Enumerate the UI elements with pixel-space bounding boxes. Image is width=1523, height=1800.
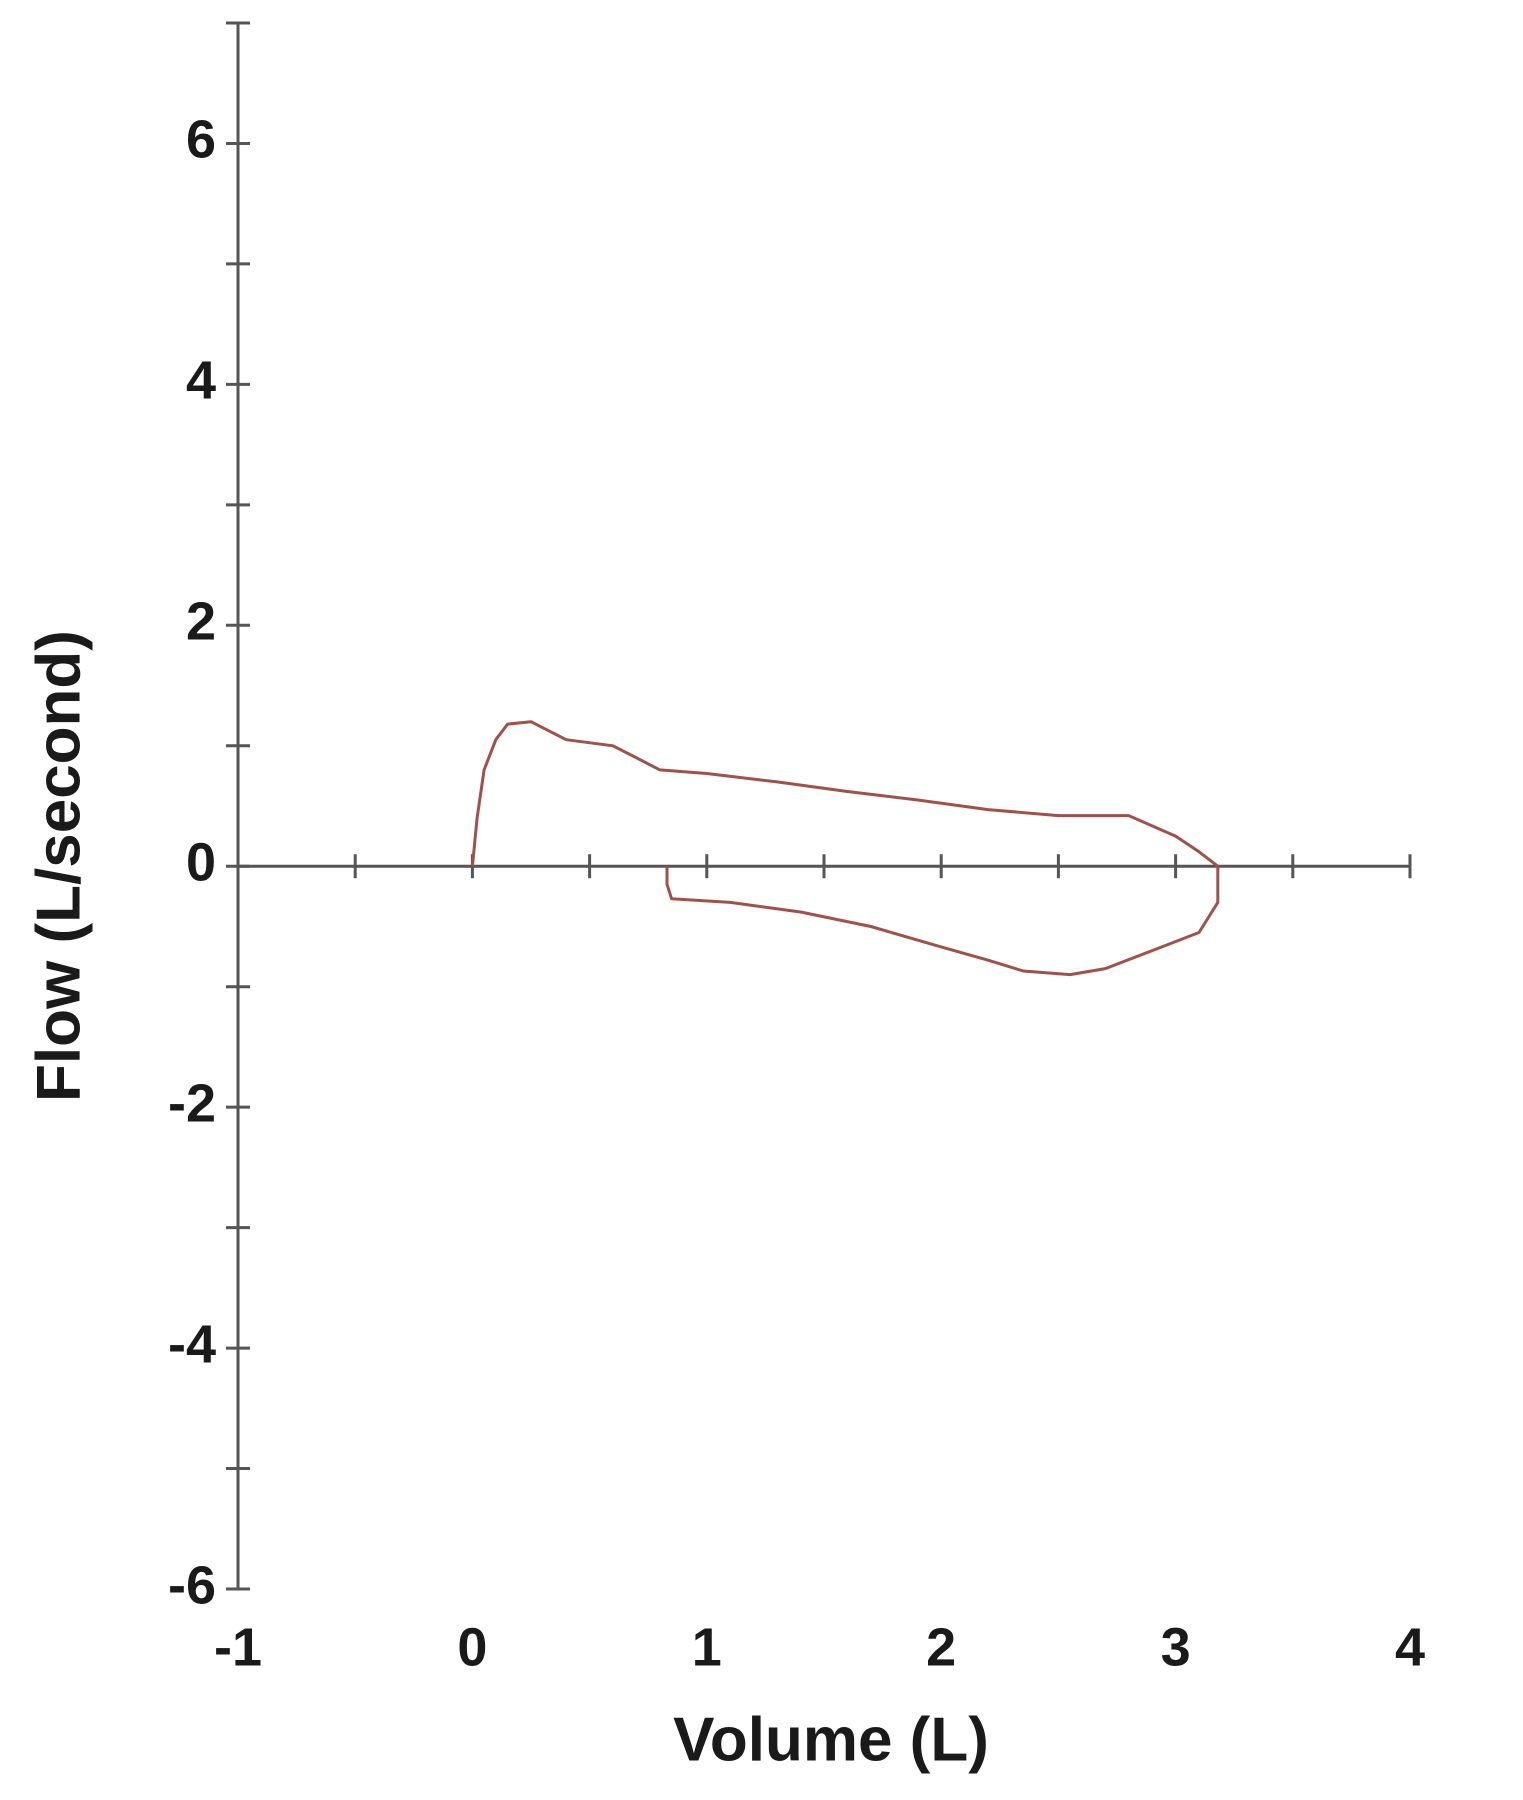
x-tick-label: 1 — [692, 1617, 722, 1677]
x-tick-label: -1 — [214, 1617, 262, 1677]
x-tick-label: 4 — [1395, 1617, 1425, 1677]
y-tick-label: 6 — [186, 110, 216, 170]
x-tick-label: 0 — [457, 1617, 487, 1677]
y-axis-title: Flow (L/second) — [24, 630, 93, 1102]
y-tick-label: -6 — [168, 1555, 216, 1615]
y-tick-label: -2 — [168, 1073, 216, 1133]
x-axis-title: Volume (L) — [673, 1705, 989, 1774]
y-tick-label: 4 — [186, 351, 216, 411]
y-tick-label: 2 — [186, 592, 216, 652]
x-tick-label: 2 — [926, 1617, 956, 1677]
y-tick-label: 0 — [186, 832, 216, 892]
flow-volume-curve — [470, 720, 1220, 977]
x-tick-label: 3 — [1161, 1617, 1191, 1677]
y-tick-label: -4 — [168, 1314, 216, 1374]
